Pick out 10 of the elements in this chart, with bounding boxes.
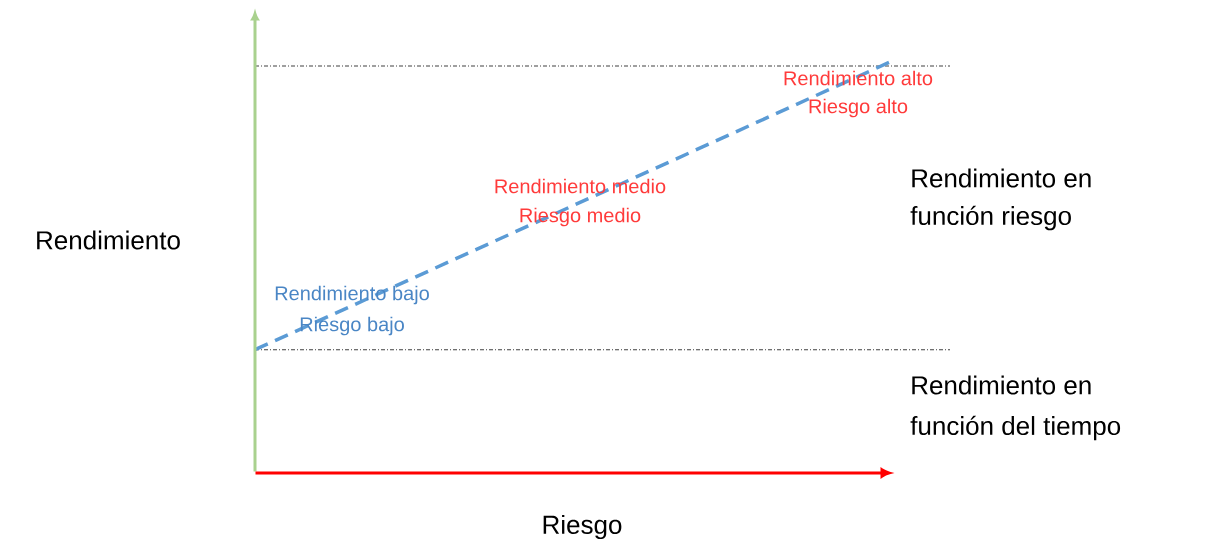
annotation: Rendimiento en [912, 168, 1091, 188]
x-axis-title: Riesgo [543, 514, 622, 540]
annotation: Rendimiento en [912, 375, 1091, 395]
annotation: función riesgo [910, 205, 1071, 231]
annotation: Rendimiento medio [495, 178, 666, 194]
annotation: Rendimiento bajo [275, 285, 429, 305]
annotation: Riesgo alto [809, 98, 908, 118]
annotation: Riesgo bajo [300, 316, 404, 336]
y-axis-title: Rendimiento [37, 230, 180, 250]
annotation: función del tiempo [910, 415, 1121, 441]
